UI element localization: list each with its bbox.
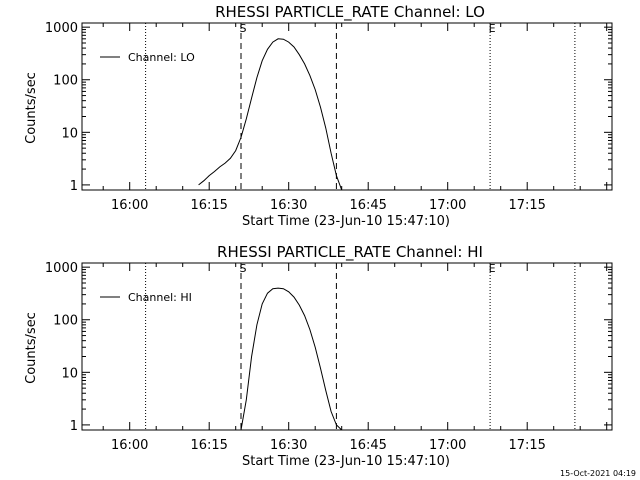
plot-frame	[81, 262, 613, 431]
plot-frame	[81, 22, 613, 191]
marker-label: E	[489, 262, 496, 275]
x-axis-label: Start Time (23-Jun-10 15:47:10)	[242, 214, 450, 229]
chart-panel-lo: RHESSI PARTICLE_RATE Channel: LO Start T…	[24, 3, 613, 229]
x-tick-label: 17:00	[429, 438, 466, 453]
series-line-lo	[198, 38, 343, 191]
y-tick-label: 10	[61, 366, 78, 381]
footer-timestamp: 15-Oct-2021 04:19	[560, 469, 636, 478]
x-tick-label: 16:15	[190, 198, 227, 213]
y-tick-label: 100	[53, 314, 78, 329]
chart-panel-hi: RHESSI PARTICLE_RATE Channel: HI Start T…	[24, 243, 613, 469]
x-tick-label: 17:00	[429, 198, 466, 213]
x-tick-label: 16:45	[349, 198, 386, 213]
y-tick-label: 1	[70, 179, 78, 194]
y-tick-label: 1000	[45, 21, 78, 36]
y-tick-label: 10	[61, 126, 78, 141]
marker-label: S	[240, 262, 247, 275]
marker-label: S	[240, 22, 247, 35]
chart-title: RHESSI PARTICLE_RATE Channel: LO	[215, 3, 485, 22]
y-axis-label: Counts/sec	[24, 312, 39, 384]
x-tick-label: 16:30	[270, 198, 307, 213]
x-tick-label: 16:00	[111, 198, 148, 213]
chart-title: RHESSI PARTICLE_RATE Channel: HI	[217, 243, 483, 262]
y-axis-label: Counts/sec	[24, 72, 39, 144]
x-axis-label: Start Time (23-Jun-10 15:47:10)	[242, 454, 450, 469]
x-tick-label: 17:15	[508, 438, 545, 453]
y-tick-label: 1	[70, 419, 78, 434]
x-tick-label: 16:15	[190, 438, 227, 453]
y-tick-label: 100	[53, 74, 78, 89]
x-tick-label: 16:45	[349, 438, 386, 453]
x-tick-label: 17:15	[508, 198, 545, 213]
x-tick-label: 16:00	[111, 438, 148, 453]
legend-entry: Channel: LO	[128, 51, 195, 64]
x-tick-label: 16:30	[270, 438, 307, 453]
y-tick-label: 1000	[45, 261, 78, 276]
series-line-hi	[240, 287, 343, 431]
marker-label: E	[489, 22, 496, 35]
legend-entry: Channel: HI	[128, 291, 192, 304]
